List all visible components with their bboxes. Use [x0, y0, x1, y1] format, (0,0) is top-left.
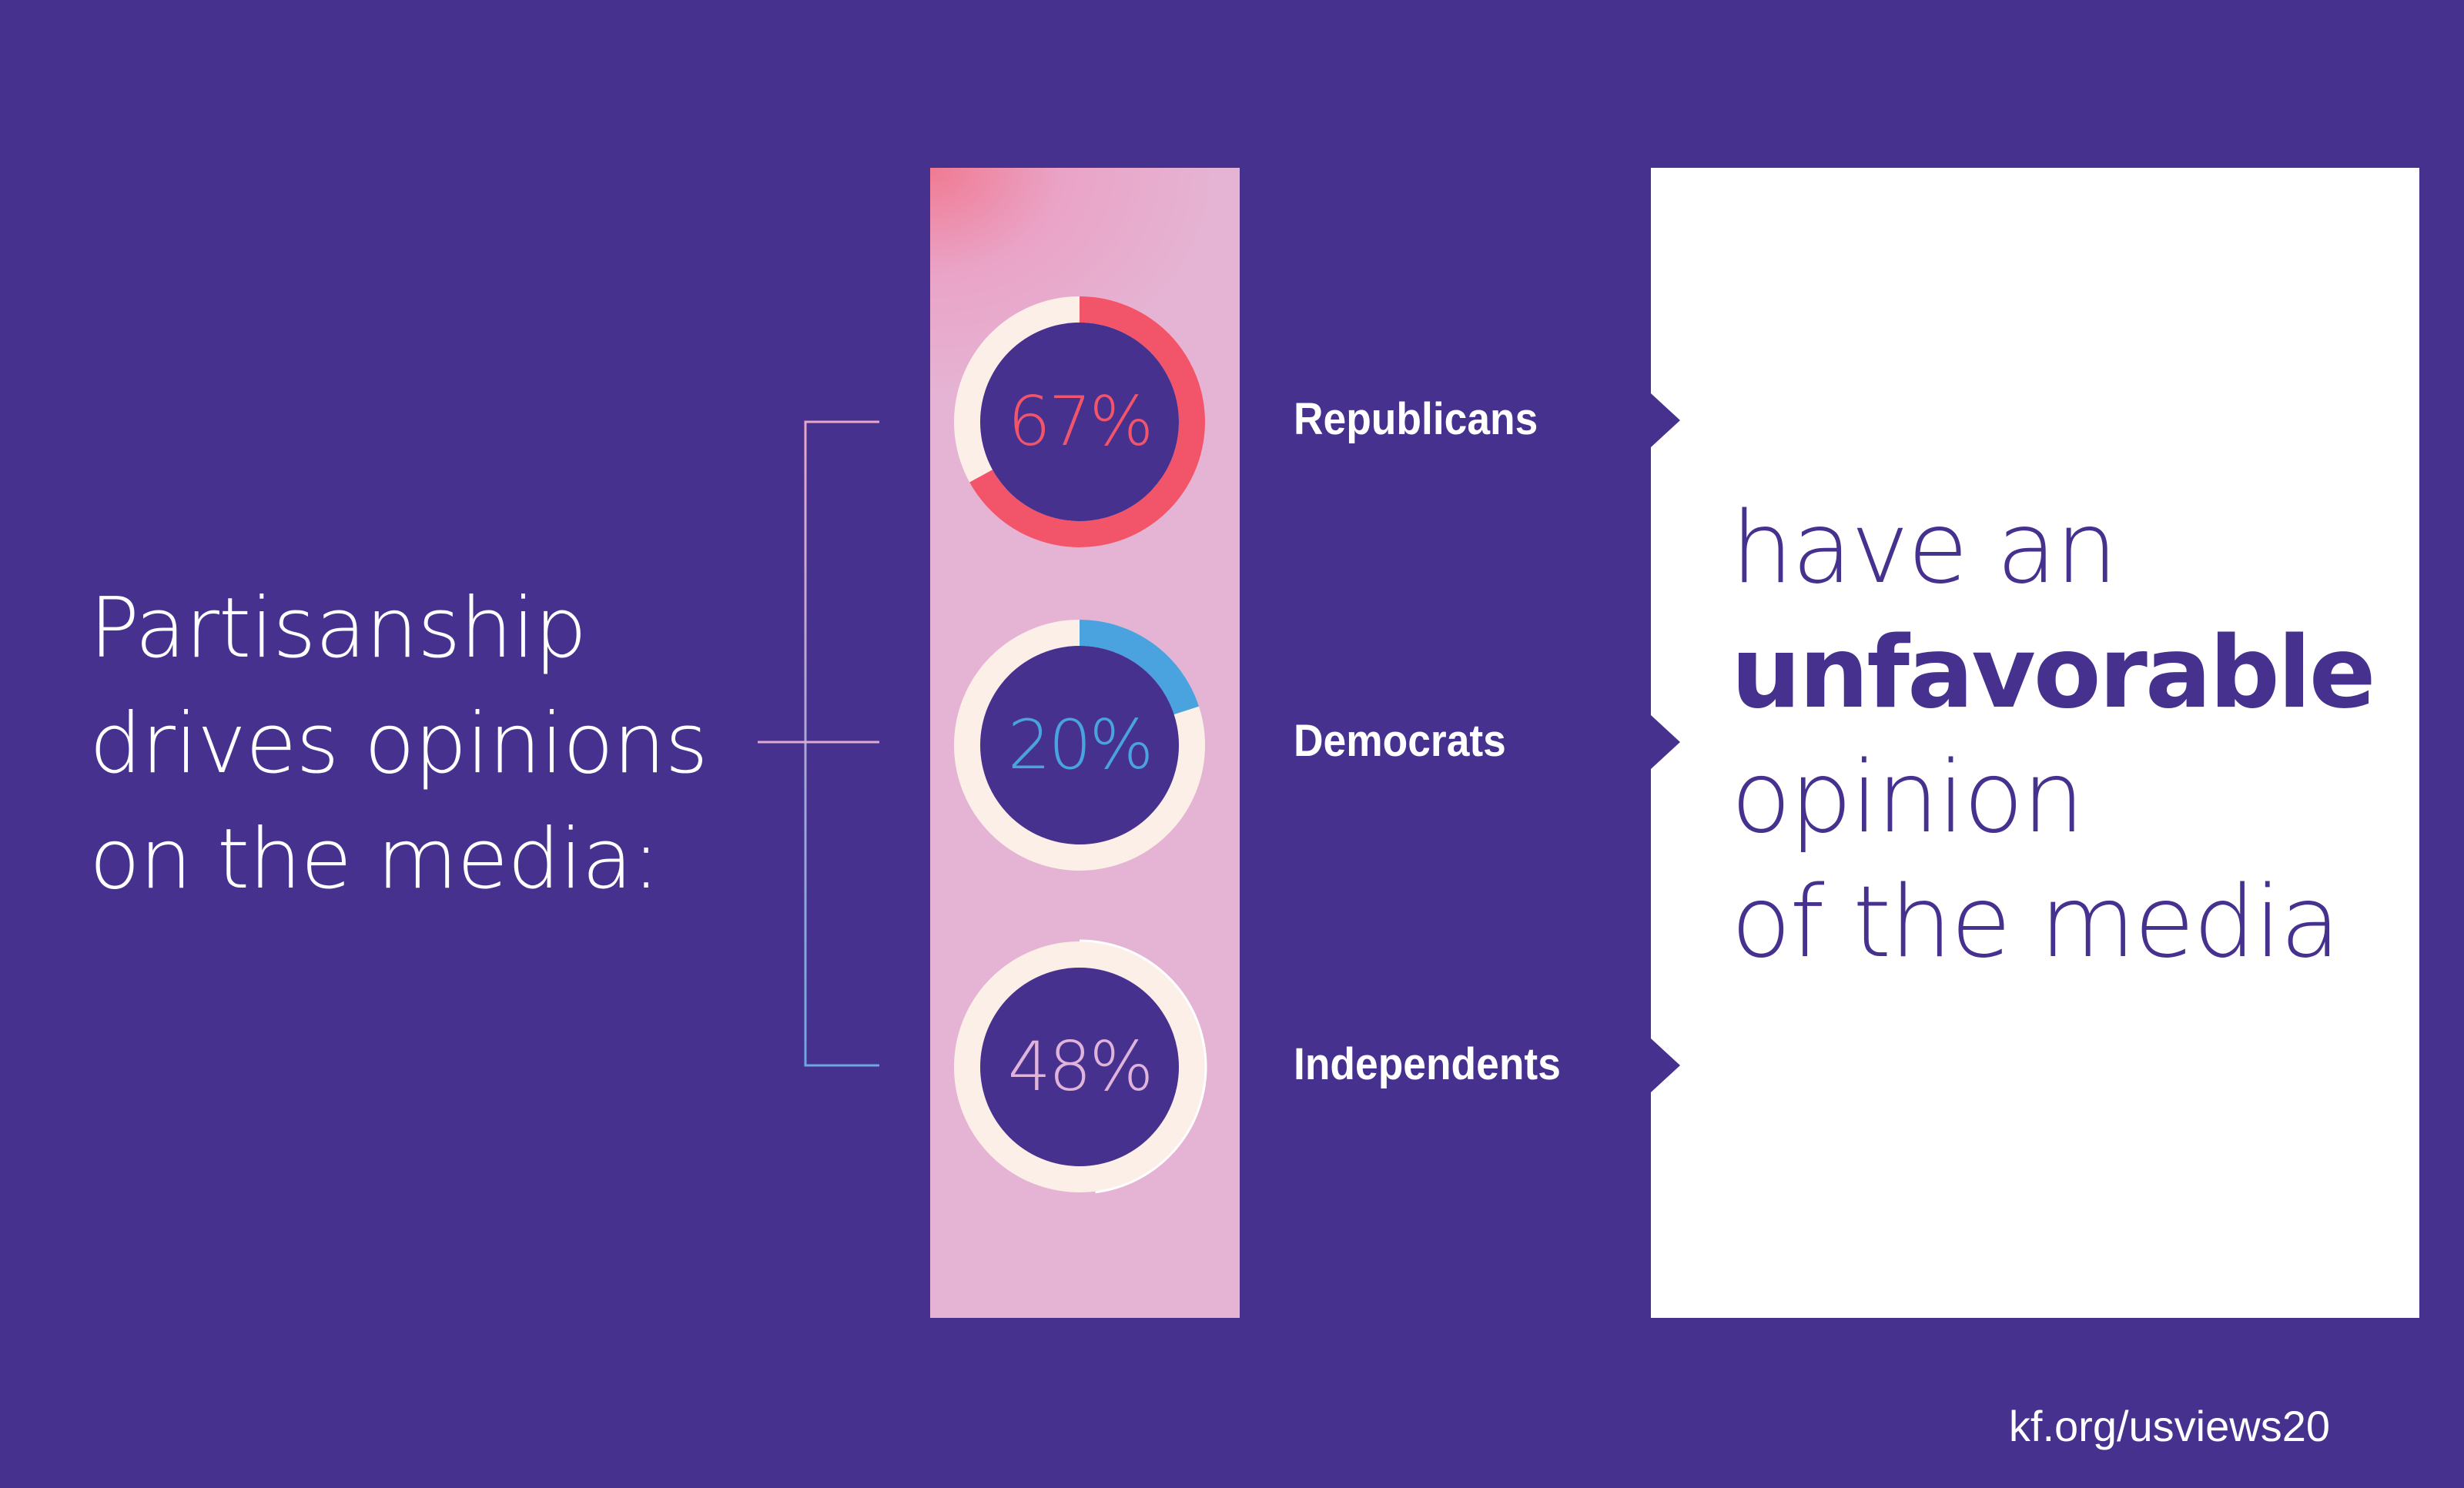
- label-democrats: Democrats: [1294, 716, 1506, 766]
- donut-center-democrats: [980, 646, 1179, 844]
- callout-box: [1651, 168, 2419, 1318]
- donut-arc-independents: [1079, 939, 1207, 1194]
- callout-text: have an unfavorable opinion of the media: [1731, 487, 2375, 985]
- donut-arc-republicans: [969, 296, 1205, 547]
- headline: Partisanship drives opinions on the medi…: [89, 571, 782, 918]
- donut-charts: [954, 296, 1207, 1194]
- callout-line-2: unfavorable: [1731, 616, 2375, 731]
- donut-center-republicans: [980, 323, 1179, 521]
- donut-value-democrats: 20%: [1007, 705, 1154, 784]
- bracket-connector: [758, 420, 879, 1067]
- donut-value-republicans: 67%: [1007, 382, 1154, 461]
- source-url: kf.org/usviews20: [2008, 1402, 2330, 1450]
- callout-line-4: of the media: [1731, 865, 2340, 980]
- bracket-line: [804, 420, 879, 1067]
- donut-center-independents: [980, 968, 1179, 1166]
- headline-line-1: Partisanship: [89, 580, 587, 677]
- label-independents: Independents: [1294, 1039, 1561, 1089]
- donut-track-independents: [954, 941, 1205, 1192]
- donut-value-independents: 48%: [1007, 1027, 1154, 1106]
- headline-line-3: on the media:: [89, 811, 660, 908]
- headline-line-2: drives opinions: [89, 696, 708, 792]
- callout-line-3: opinion: [1731, 741, 2084, 855]
- donut-arc-democrats: [1079, 620, 1200, 715]
- callout-line-1: have an: [1731, 491, 2118, 606]
- label-republicans: Republicans: [1294, 394, 1538, 444]
- callout-shape: [1651, 168, 2419, 1318]
